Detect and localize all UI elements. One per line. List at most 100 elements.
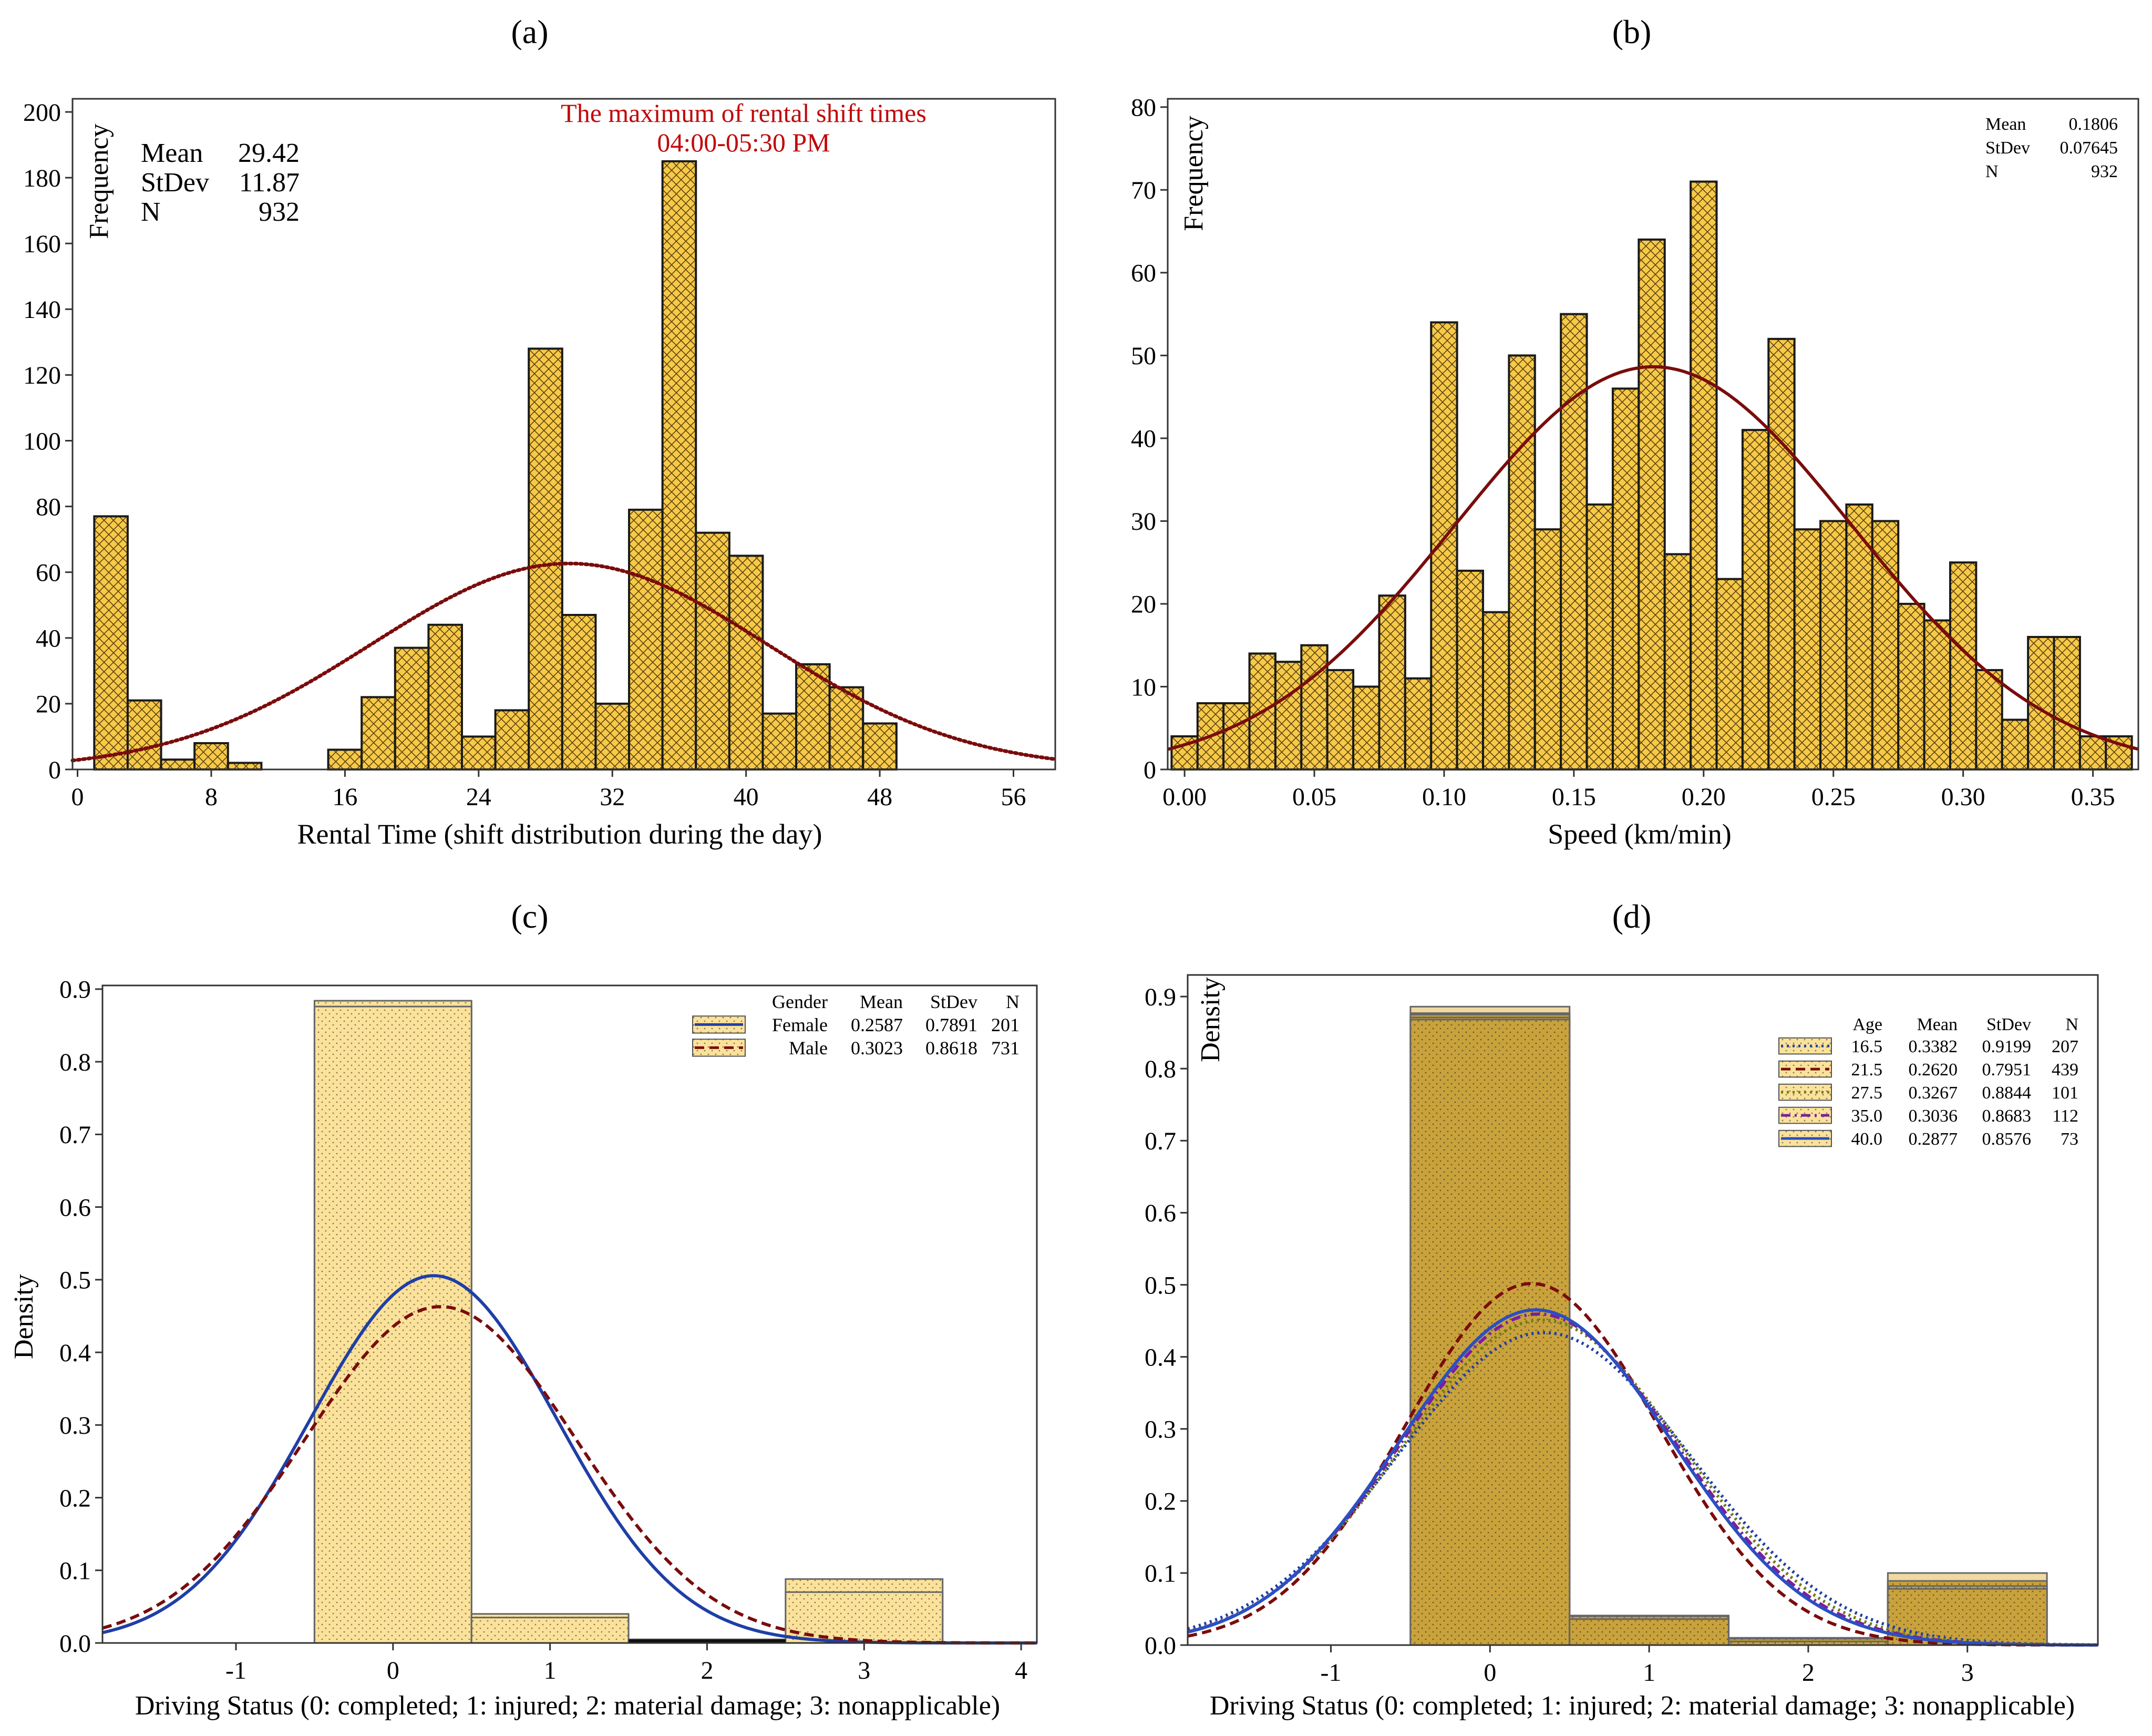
panel-b-xtick-label: 0.30 (1941, 783, 1985, 811)
rental-time-histogram-bar (461, 735, 497, 771)
legend-col-n: N (1006, 991, 1020, 1012)
panel-c-ytick-label: 0.8 (59, 1049, 91, 1076)
rental-time-histogram-bar (361, 696, 396, 771)
stats-n-label: N (141, 197, 161, 227)
panel-d-xtick-label: 3 (1961, 1659, 1974, 1687)
speed-histogram-bar (1404, 677, 1433, 771)
panel-a-xtick-label: 40 (734, 783, 759, 811)
speed-histogram-bar (1508, 354, 1536, 771)
panel-label-c: (c) (511, 898, 548, 935)
panel-a-ytick-label: 40 (36, 625, 61, 653)
panel-a-xtick-label: 8 (205, 783, 218, 811)
rental-time-histogram-bar (193, 742, 229, 771)
legend-sd-value: 0.8576 (1982, 1129, 2032, 1149)
panel-c-xtick-label: 1 (544, 1657, 557, 1684)
panel-c-xtick-label: 2 (701, 1657, 713, 1684)
panel-d-ytick-label: 0.5 (1145, 1271, 1176, 1299)
legend-n-value: 731 (991, 1038, 1020, 1059)
panel-b-ytick-label: 50 (1131, 342, 1156, 370)
density-bar-35-0 (1569, 1618, 1730, 1646)
panel-a-ytick-label: 160 (23, 230, 61, 258)
rental-time-histogram-bar (862, 722, 898, 771)
legend-col-stdev: StDev (930, 991, 977, 1012)
rental-time-histogram-bar (594, 702, 631, 771)
max-rental-annotation-line1: The maximum of rental shift times (561, 98, 926, 128)
panel-d-ylabel: Density (1196, 977, 1226, 1062)
panel-a-xtick-label: 24 (466, 783, 491, 811)
panel-c-ytick-label: 0.2 (59, 1484, 91, 1512)
speed-histogram-bar (1533, 528, 1562, 771)
legend-n-value: 101 (2052, 1083, 2078, 1103)
panel-d-ytick-label: 0.0 (1145, 1632, 1176, 1660)
panel-d-plot-frame (1187, 974, 2099, 1646)
panel-c-ytick-label: 0.1 (59, 1557, 91, 1585)
panel-a-xtick-label: 48 (867, 783, 892, 811)
stats-stdev-label: StDev (1985, 138, 2030, 158)
panel-a-ytick-label: 140 (23, 296, 61, 324)
panel-b-ytick-label: 20 (1131, 591, 1156, 619)
speed-histogram-bar (1949, 561, 1978, 771)
panel-b-ytick-label: 0 (1144, 756, 1156, 784)
panel-a-xlabel: Rental Time (shift distribution during t… (297, 818, 822, 850)
panel-b-stats-box: Mean 0.1806 StDev 0.07645 N 932 (1985, 115, 2118, 181)
legend-n-value: 73 (2061, 1129, 2078, 1149)
legend-mean-value: 0.3023 (851, 1038, 903, 1059)
panel-b-ytick-label: 60 (1131, 260, 1156, 287)
legend-name-value: 21.5 (1851, 1060, 1883, 1080)
legend-col-n: N (2065, 1015, 2078, 1034)
panel-b-ytick-label: 40 (1131, 425, 1156, 453)
panel-b-xtick-label: 0.25 (1811, 783, 1856, 811)
speed-histogram-bar (1819, 520, 1848, 771)
legend-name-value: 35.0 (1851, 1106, 1883, 1126)
legend-name-value: 40.0 (1851, 1129, 1883, 1149)
panel-b-xtick-label: 0.15 (1552, 783, 1596, 811)
legend-sd-value: 0.8618 (925, 1038, 977, 1059)
stats-mean-label: Mean (1985, 115, 2026, 134)
panel-b-ytick-label: 80 (1131, 94, 1156, 122)
panel-c-xtick-label: 0 (387, 1657, 399, 1684)
panel-a-xtick-label: 32 (600, 783, 625, 811)
speed-histogram-bar (2053, 635, 2081, 771)
panel-d-ytick-label: 0.2 (1145, 1488, 1176, 1516)
rental-time-histogram-bar (327, 748, 363, 771)
panel-c-ytick-label: 0.9 (59, 976, 91, 1004)
stats-n-value: 932 (2091, 162, 2118, 181)
panel-c-ytick-label: 0.5 (59, 1267, 91, 1295)
speed-histogram-bar (1560, 313, 1588, 771)
panel-b-xlabel: Speed (km/min) (1548, 818, 1731, 850)
panel-a-xtick-label: 16 (332, 783, 357, 811)
panel-c-plot-frame (101, 984, 1038, 1644)
legend-mean-value: 0.3036 (1909, 1106, 1958, 1126)
density-curve-Male (102, 1305, 1037, 1645)
density-curve-40-0 (1187, 1308, 2098, 1647)
stats-mean-label: Mean (141, 138, 203, 168)
speed-histogram-bar (1585, 503, 1614, 771)
rental-time-histogram-bar (160, 758, 196, 771)
speed-histogram-bar (1430, 321, 1458, 771)
panel-b-speed-histogram: 0.00 0.05 0.10 0.15 0.20 0.25 0.30 0.35 0 10 20 30 4… (1131, 94, 2139, 850)
legend-sd-value: 0.9199 (1982, 1037, 2032, 1056)
panel-d-xtick-label: 0 (1484, 1659, 1496, 1687)
stats-mean-value: 0.1806 (2069, 115, 2118, 134)
panel-b-xtick-label: 0.05 (1292, 783, 1336, 811)
panel-b-ytick-label: 10 (1131, 673, 1156, 701)
rental-time-histogram-bar (494, 709, 530, 771)
panel-b-ytick-label: 30 (1131, 508, 1156, 536)
rental-time-histogram-bar (728, 554, 764, 771)
panel-a-ytick-label: 80 (36, 493, 61, 521)
panel-d-ytick-label: 0.3 (1145, 1416, 1176, 1444)
panel-c-xlabel: Driving Status (0: completed; 1: injured… (135, 1691, 1000, 1721)
rental-time-histogram-bar (661, 160, 697, 771)
speed-histogram-bar (1871, 520, 1900, 771)
panel-c-ytick-label: 0.4 (59, 1339, 91, 1367)
panel-b-ylabel: Frequency (1179, 116, 1209, 231)
panel-d-xtick-label: -1 (1321, 1659, 1342, 1687)
legend-col-stdev: StDev (1986, 1015, 2031, 1034)
panel-a-ytick-label: 100 (23, 427, 61, 455)
panel-a-ytick-label: 200 (23, 99, 61, 127)
rental-time-histogram-bar (628, 508, 664, 771)
legend-mean-value: 0.3267 (1909, 1083, 1958, 1103)
panel-c-xtick-label: 4 (1015, 1657, 1027, 1684)
legend-title: Age (1852, 1015, 1882, 1034)
